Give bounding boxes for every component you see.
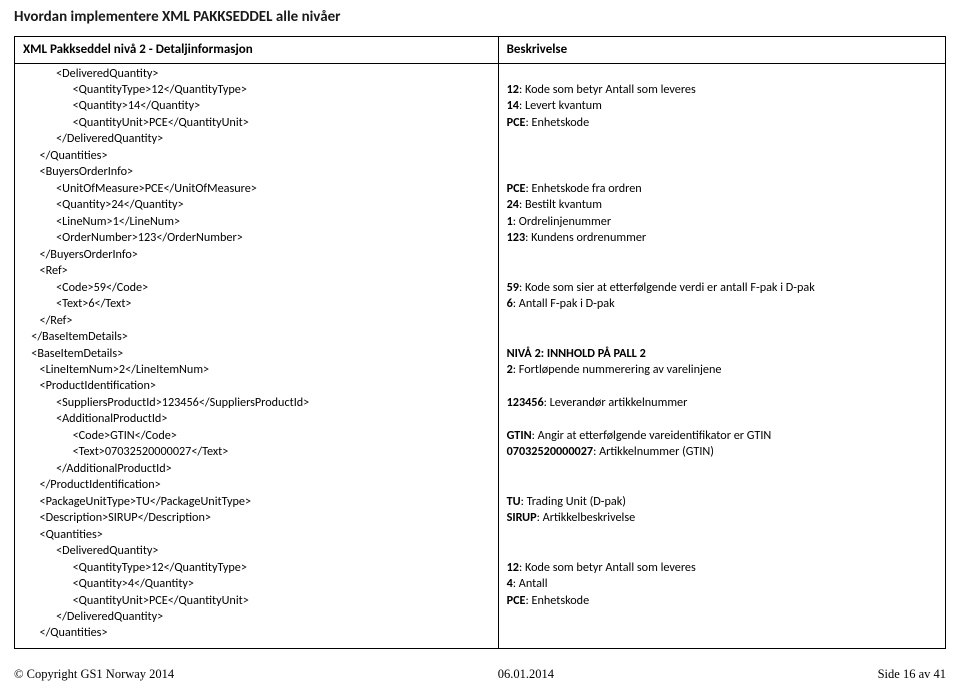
xml-line: <QuantityType>12</QuantityType>: [23, 82, 247, 97]
desc-line: 24: Bestilt kvantum: [507, 197, 937, 213]
desc-line: NIVÅ 2: INNHOLD PÅ PALL 2: [507, 346, 937, 362]
xml-line: <LineItemNum>2</LineItemNum>: [23, 362, 209, 377]
table-body-row: <DeliveredQuantity> <QuantityType>12</Qu…: [15, 64, 945, 648]
xml-line: </AdditionalProductId>: [23, 461, 172, 476]
page-header: Hvordan implementere XML PAKKSEDDEL alle…: [0, 0, 960, 32]
xml-line: </ProductIdentification>: [23, 477, 161, 492]
xml-line: <Code>GTIN</Code>: [23, 428, 177, 443]
desc-line: SIRUP: Artikkelbeskrivelse: [507, 510, 937, 526]
desc-line: 4: Antall: [507, 576, 937, 592]
page-footer: © Copyright GS1 Norway 2014 06.01.2014 S…: [14, 667, 946, 682]
desc-line: PCE: Enhetskode: [507, 593, 937, 609]
xml-line: <Quantity>24</Quantity>: [23, 197, 184, 212]
xml-line: </BaseItemDetails>: [23, 329, 128, 344]
xml-line: </Quantities>: [23, 148, 108, 163]
description-column: 12: Kode som betyr Antall som leveres14:…: [499, 64, 945, 648]
xml-line: <Text>07032520000027</Text>: [23, 444, 228, 459]
desc-line: 6: Antall F-pak i D-pak: [507, 296, 937, 312]
xml-line: <Text>6</Text>: [23, 296, 132, 311]
xml-line: <Description>SIRUP</Description>: [23, 510, 211, 525]
desc-line: 59: Kode som sier at etterfølgende verdi…: [507, 280, 937, 296]
xml-line: <DeliveredQuantity>: [23, 543, 158, 558]
xml-line: </Ref>: [23, 313, 72, 328]
header-left: XML Pakkseddel nivå 2 - Detaljinformasjo…: [15, 37, 499, 63]
xml-line: <PackageUnitType>TU</PackageUnitType>: [23, 494, 251, 509]
footer-date: 06.01.2014: [498, 667, 554, 682]
xml-line: <QuantityUnit>PCE</QuantityUnit>: [23, 115, 249, 130]
desc-line: 12: Kode som betyr Antall som leveres: [507, 82, 937, 98]
xml-line: <BaseItemDetails>: [23, 346, 123, 361]
xml-line: <DeliveredQuantity>: [23, 66, 158, 81]
xml-line: <BuyersOrderInfo>: [23, 164, 133, 179]
xml-line: <SuppliersProductId>123456</SuppliersPro…: [23, 395, 309, 410]
table-header-row: XML Pakkseddel nivå 2 - Detaljinformasjo…: [15, 37, 945, 64]
xml-line: <LineNum>1</LineNum>: [23, 214, 180, 229]
xml-line: </DeliveredQuantity>: [23, 131, 163, 146]
xml-line: </Quantities>: [23, 625, 108, 640]
xml-line: <QuantityUnit>PCE</QuantityUnit>: [23, 593, 249, 608]
desc-line: 1: Ordrelinjenummer: [507, 214, 937, 230]
desc-line: 14: Levert kvantum: [507, 98, 937, 114]
xml-line: <ProductIdentification>: [23, 378, 156, 393]
desc-line: PCE: Enhetskode: [507, 115, 937, 131]
xml-line: <Quantities>: [23, 527, 103, 542]
footer-copyright: © Copyright GS1 Norway 2014: [14, 667, 174, 682]
xml-line: <Quantity>4</Quantity>: [23, 576, 194, 591]
xml-line: <AdditionalProductId>: [23, 411, 167, 426]
xml-line: <Ref>: [23, 263, 68, 278]
xml-line: </DeliveredQuantity>: [23, 609, 163, 624]
desc-line: TU: Trading Unit (D-pak): [507, 494, 937, 510]
xml-line: <Quantity>14</Quantity>: [23, 98, 200, 113]
desc-line: 12: Kode som betyr Antall som leveres: [507, 560, 937, 576]
desc-line: PCE: Enhetskode fra ordren: [507, 181, 937, 197]
desc-line: 123: Kundens ordrenummer: [507, 230, 937, 246]
xml-line: <UnitOfMeasure>PCE</UnitOfMeasure>: [23, 181, 257, 196]
desc-line: GTIN: Angir at etterfølgende vareidentif…: [507, 428, 937, 444]
xml-line: <Code>59</Code>: [23, 280, 148, 295]
desc-line: 07032520000027: Artikkelnummer (GTIN): [507, 444, 937, 460]
xml-line: <QuantityType>12</QuantityType>: [23, 560, 247, 575]
desc-line: 2: Fortløpende nummerering av varelinjen…: [507, 362, 937, 378]
desc-line: 123456: Leverandør artikkelnummer: [507, 395, 937, 411]
content-table: XML Pakkseddel nivå 2 - Detaljinformasjo…: [14, 36, 946, 649]
footer-page: Side 16 av 41: [878, 667, 946, 682]
header-right: Beskrivelse: [499, 37, 945, 63]
xml-line: <OrderNumber>123</OrderNumber>: [23, 230, 243, 245]
xml-line: </BuyersOrderInfo>: [23, 247, 138, 262]
xml-column: <DeliveredQuantity> <QuantityType>12</Qu…: [15, 64, 499, 648]
